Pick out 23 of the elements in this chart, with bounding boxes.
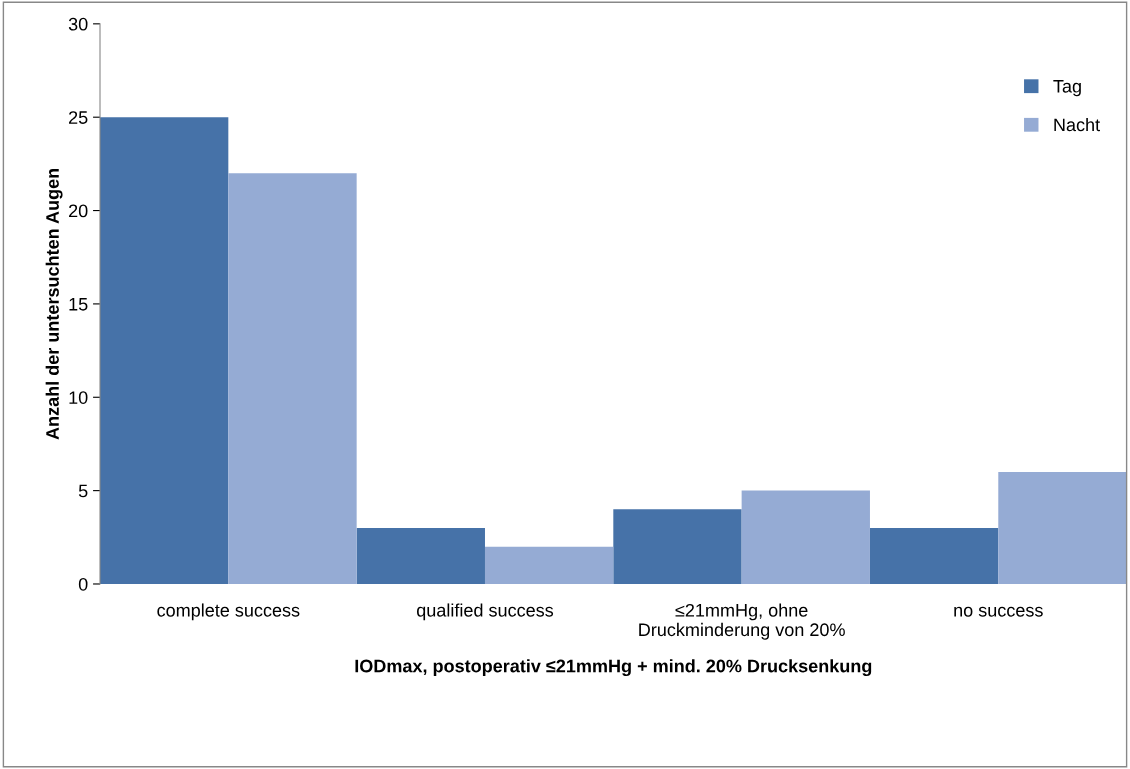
x-tick-label: complete success — [157, 603, 300, 621]
x-tick-label: no success — [954, 606, 1043, 617]
legend-label: Nacht — [1054, 117, 1100, 132]
x-tick-label: ≤21mmHg, ohne Druckminderung von 20% — [639, 603, 845, 640]
bar — [100, 117, 229, 584]
y-tick-label: 30 — [68, 17, 88, 31]
legend-label: Tag — [1053, 80, 1081, 97]
x-tick-label: qualified success — [417, 603, 554, 621]
y-tick-label: 10 — [69, 391, 88, 404]
bar — [356, 527, 485, 584]
bar — [613, 509, 742, 584]
bar — [998, 471, 1127, 584]
bar — [484, 546, 614, 584]
bar — [228, 173, 357, 584]
bar — [741, 490, 870, 584]
y-tick-label: 20 — [69, 204, 88, 218]
bar — [869, 527, 999, 584]
x-axis-title: IODmax, postoperativ ≤21mmHg + mind. 20% Drucksenkung — [355, 659, 872, 677]
y-tick-label: 15 — [69, 298, 88, 311]
y-tick-label: 0 — [78, 577, 88, 591]
y-tick-label: 5 — [78, 484, 88, 498]
y-axis-title: Anzahl der untersuchten Augen — [45, 168, 63, 440]
y-tick-label: 25 — [69, 111, 88, 124]
